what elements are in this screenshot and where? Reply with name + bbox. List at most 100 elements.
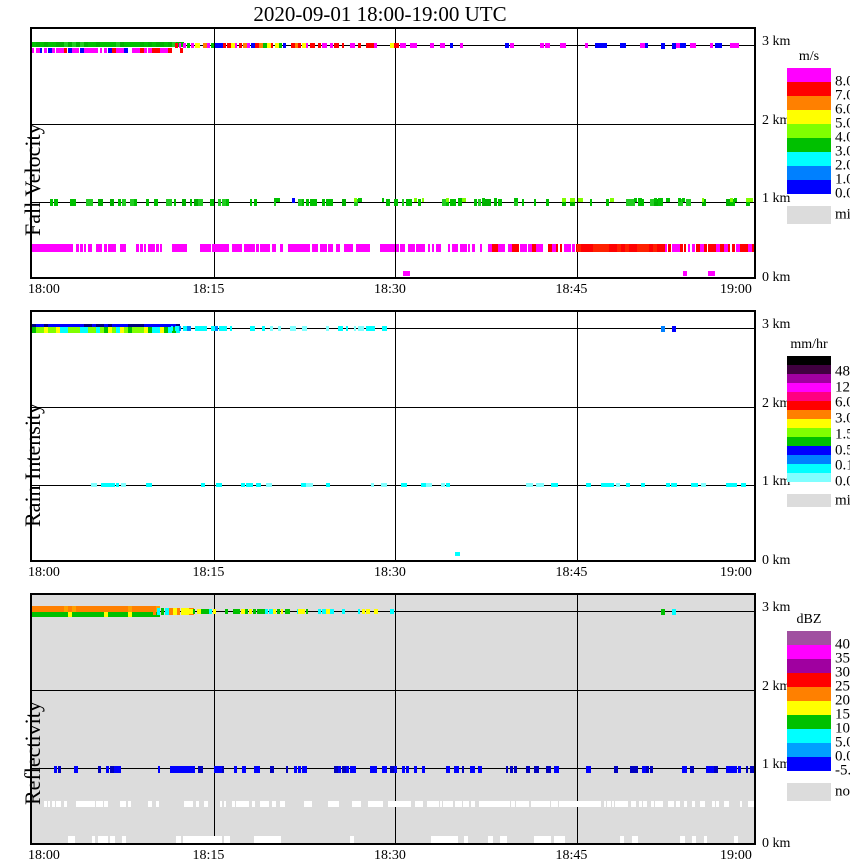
x-tick-label: 18:30 [374,282,406,297]
rf-cell-3km-speckle [261,609,267,614]
fv-cell-low-red [617,244,621,252]
fv-cell-3km-mix [60,48,64,53]
rf-cell-surface-nodata [431,836,458,843]
fv-cell-low-magenta [736,244,740,252]
fv-cell-3km-mix [227,43,231,48]
ri-cell-3km-green [132,327,136,333]
x-tick-label: 18:45 [555,282,588,297]
colorbar-missing-swatch [787,783,831,801]
rf-cell-nodata [716,801,719,807]
rf-cell-nodata [332,801,337,807]
rf-cell-3km-green [68,612,72,617]
rf-cell-3km-speckle [277,609,280,614]
rf-cell-3km-orange [40,606,44,612]
ri-cell-3km-cyan [366,326,371,331]
rf-cell-1km-blue [402,766,405,773]
fv-cell-low-magenta [288,244,293,252]
fv-cell-3km-mix [263,43,267,48]
rf-cell-3km-speckle [209,609,212,614]
ri-cell-3km-cyan [270,326,273,331]
colorbar-swatch [787,383,831,392]
fv-cell-low-magenta [48,244,52,252]
ri-cell-3km-cap [128,324,132,327]
ri-cell-3km-green [36,327,40,333]
fv-cell-low-magenta [328,244,333,252]
rf-cell-nodata [408,801,411,807]
fv-cell-1km-green [702,198,704,202]
fv-cell-low-magenta [100,244,102,252]
fv-cell-3km-mix [124,48,128,53]
fv-cell-low-magenta [692,244,695,252]
fv-cell-1km-green [754,198,756,202]
ri-cell-3km-cap [168,324,172,327]
rf-cell-isolated [661,609,665,615]
ri-cell-3km-green [104,327,108,333]
fv-cell-low-red [661,244,665,252]
ri-cell-3km-cyan [262,326,265,331]
fv-cell-low-magenta [40,244,44,252]
fv-cell-1km-green [486,199,491,206]
ri-cell-3km-green [48,327,52,333]
rf-cell-nodata [403,801,408,807]
ri-cell-1km-cyan [541,483,544,487]
fv-cell-1km-green [354,199,358,206]
rf-cell-surface-nodata [176,836,181,843]
rf-cell-nodata [232,801,235,807]
fv-cell-low-magenta [664,244,667,252]
rf-cell-nodata [428,801,431,807]
ri-cell-3km-cap [148,324,152,327]
fv-cell-low-magenta [184,244,187,252]
fv-cell-3km-green [36,42,40,47]
ri-cell-1km-cyan [266,483,272,487]
fv-cell-3km-mix [279,43,282,48]
fv-cell-3km-green [76,42,80,47]
ri-cell-1km-cyan [691,483,698,487]
fv-cell-low-magenta [472,244,475,252]
ri-cell-3km-cap [144,324,148,327]
fv-cell-3km-sparse [645,43,648,48]
colorbar-units-label: mm/hr [790,337,828,352]
ri-cell-3km-green [120,327,124,333]
fv-cell-1km-green [194,199,199,206]
rf-cell-1km-blue [706,766,711,773]
ri-cell-3km-green [44,327,48,333]
fv-cell-low-magenta [468,244,470,252]
rf-cell-3km-orange [60,606,64,612]
rf-cell-surface-nodata [734,836,738,843]
fv-cell-3km-green [80,42,84,47]
fv-cell-3km-green [164,42,168,47]
fv-cell-1km-green [462,198,466,202]
fv-cell-low-magenta [268,244,270,252]
rf-cell-3km-speckle [322,609,327,614]
fv-cell-low-magenta [388,244,393,252]
fv-cell-low-magenta [280,244,283,252]
fv-cell-1km-green [626,199,631,206]
rf-cell-3km-green [72,612,76,617]
fv-cell-1km-green [442,199,447,206]
ri-cell-3km-cap [68,324,72,327]
rf-cell-nodata [539,801,543,807]
rf-cell-nodata [336,801,339,807]
rf-cell-1km-blue [218,766,222,773]
y-tick-label: 1 km [762,191,791,207]
rf-cell-1km-blue [422,766,425,773]
rf-cell-nodata [692,801,695,807]
fv-cell-low-magenta [672,244,677,252]
fv-cell-3km-green [172,42,176,47]
colorbar-tick-label: 0.0 [835,748,850,765]
fv-cell-1km-green [578,198,583,202]
ri-cell-1km-cyan [741,483,746,487]
fv-cell-low-red [585,244,589,252]
colorbar-tick-label: 0.5 [835,442,850,459]
fv-cell-low-magenta [712,244,716,252]
ri-cell-3km-cyan [223,326,227,331]
fv-cell-low-magenta [160,244,162,252]
rf-cell-3km-orange [140,606,144,612]
fv-cell-1km-green [154,199,158,206]
fv-cell-low-magenta [360,244,365,252]
rf-cell-1km-blue [170,766,174,773]
fv-cell-3km-mix [96,48,98,53]
rf-cell-nodata [427,801,429,807]
fv-cell-low-magenta [436,244,441,252]
fv-cell-1km-green [514,199,518,206]
